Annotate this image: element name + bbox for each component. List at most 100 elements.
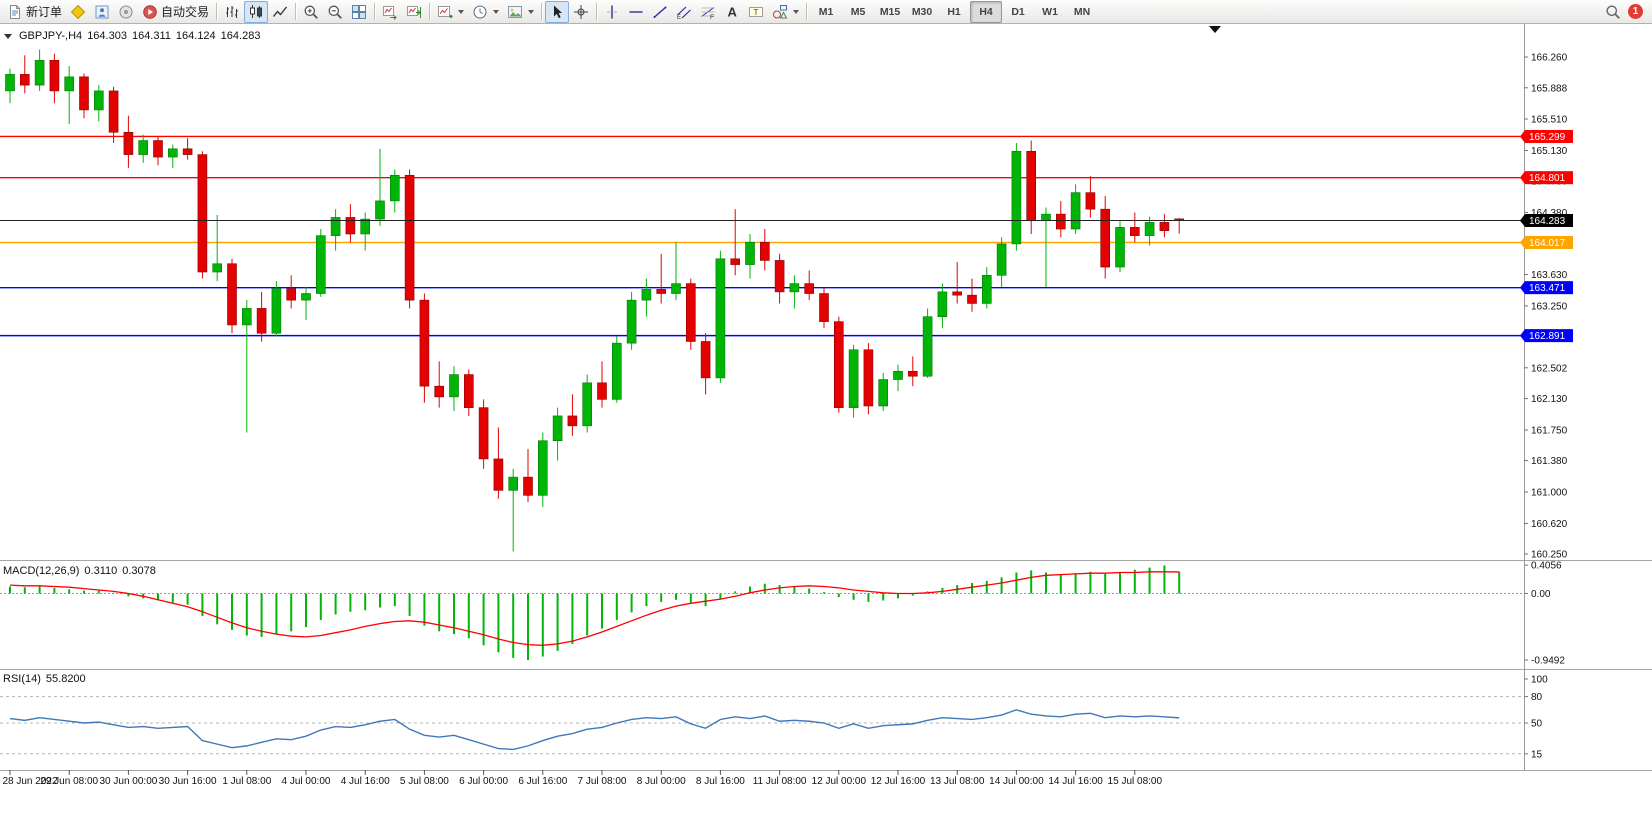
price-axis-label: 161.380 (1531, 456, 1568, 467)
candle (79, 76, 89, 111)
navigator-icon (94, 4, 110, 20)
navigator-button[interactable] (90, 1, 114, 23)
shapes-button[interactable] (768, 1, 803, 23)
candle (685, 283, 696, 342)
toolbar-separator (374, 3, 376, 20)
new-chart-button[interactable] (433, 1, 468, 23)
price-badge-label: 162.891 (1529, 331, 1566, 342)
candle (1144, 222, 1155, 236)
line-chart-button[interactable] (268, 1, 292, 23)
timeframe-w1-button[interactable]: W1 (1042, 5, 1058, 18)
zoom-in-button[interactable] (299, 1, 323, 23)
price-badge (1525, 281, 1573, 295)
candle (123, 131, 134, 155)
candle (789, 283, 800, 293)
notification-badge[interactable]: 1 (1628, 4, 1643, 19)
price-badge (1525, 129, 1573, 143)
toolbar-separator (295, 3, 297, 20)
templates-button[interactable] (503, 1, 538, 23)
search-icon[interactable] (1605, 4, 1621, 20)
chart-shift-button[interactable] (402, 1, 426, 23)
chart-shift-marker[interactable] (1209, 26, 1221, 33)
price-badge-label: 164.283 (1529, 216, 1566, 227)
zoom-out-button[interactable] (323, 1, 347, 23)
timeframe-d1-button[interactable]: D1 (1011, 5, 1025, 18)
timeframe-m1-button[interactable]: M1 (818, 5, 834, 18)
tile-windows-button[interactable] (347, 1, 371, 23)
candle (64, 76, 74, 92)
price-axis-label: 161.000 (1531, 488, 1568, 499)
timeframe-m5-button[interactable]: M5 (850, 5, 866, 18)
price-axis-label: 165.130 (1531, 146, 1568, 157)
price-badge (1525, 213, 1573, 227)
candle (375, 200, 385, 220)
equidistant-channel-icon: E (676, 4, 692, 20)
horizontal-line-button[interactable] (624, 1, 648, 23)
periods-button[interactable] (468, 1, 503, 23)
svg-text:F: F (710, 14, 714, 20)
crosshair-button[interactable] (569, 1, 593, 23)
candle (404, 174, 415, 301)
candle (508, 476, 519, 491)
timeframe-m15-button[interactable]: M15 (879, 5, 901, 18)
dropdown-caret-icon[interactable] (493, 9, 500, 14)
price-axis-label: 166.260 (1531, 53, 1568, 64)
candle (1130, 227, 1140, 236)
metaeditor-button[interactable] (114, 1, 138, 23)
text-button[interactable]: A (720, 1, 744, 23)
price-chart-canvas[interactable]: 166.260165.888165.510165.130164.760164.3… (0, 24, 1652, 831)
candle (1070, 192, 1081, 230)
market-watch-button[interactable] (66, 1, 90, 23)
toolbar-right-cluster: 1 (1605, 4, 1649, 20)
timeframe-m30-button[interactable]: M30 (911, 5, 933, 18)
timeframe-h1-button[interactable]: H1 (947, 5, 961, 18)
price-badge-label: 163.471 (1529, 283, 1566, 294)
price-badge-arrow (1520, 213, 1525, 227)
candle (434, 385, 445, 398)
candle (138, 140, 148, 155)
rsi-axis-label: 80 (1531, 692, 1543, 703)
candle (1085, 192, 1096, 210)
svg-text:T: T (754, 7, 759, 16)
price-axis-label: 160.250 (1531, 550, 1568, 561)
dropdown-caret-icon[interactable] (793, 9, 800, 14)
time-axis-label: 4 Jul 00:00 (282, 776, 331, 787)
price-axis-label: 163.250 (1531, 301, 1568, 312)
fibonacci-button[interactable]: F (696, 1, 720, 23)
candle (168, 148, 178, 158)
candle (833, 321, 844, 408)
periods-icon (472, 4, 488, 20)
equidistant-channel-button[interactable]: E (672, 1, 696, 23)
toolbar-separator (216, 3, 218, 20)
rsi-axis-label: 15 (1531, 749, 1543, 760)
dropdown-caret-icon[interactable] (528, 9, 535, 14)
trendline-button[interactable] (648, 1, 672, 23)
candle (981, 275, 992, 304)
candle (419, 299, 430, 387)
candle (582, 382, 593, 427)
chart-window[interactable]: 166.260165.888165.510165.130164.760164.3… (0, 24, 1652, 831)
dropdown-caret-icon[interactable] (458, 9, 465, 14)
macd-axis-label: 0.4056 (1531, 561, 1562, 572)
text-label-button[interactable]: T (744, 1, 768, 23)
new-order-button[interactable]: 新订单 (3, 1, 66, 23)
auto-trading-button[interactable]: 自动交易 (138, 1, 213, 23)
rsi-line (9, 709, 1180, 751)
crosshair-icon (573, 4, 589, 20)
one-click-trading-toggle-icon[interactable] (4, 33, 12, 39)
timeframe-mn-button[interactable]: MN (1073, 5, 1091, 18)
timeframe-h4-button[interactable]: H4 (970, 0, 1003, 23)
bar-chart-button[interactable] (220, 1, 244, 23)
price-axis-label: 161.750 (1531, 425, 1568, 436)
candle (108, 90, 119, 133)
macd-signal-line (9, 571, 1180, 646)
auto-scroll-button[interactable] (378, 1, 402, 23)
cursor-button[interactable] (545, 0, 570, 23)
price-badge-arrow (1520, 129, 1525, 143)
candle (952, 291, 963, 296)
candle (34, 60, 45, 86)
price-badge (1525, 329, 1573, 343)
vertical-line-button[interactable] (600, 1, 624, 23)
candlestick-chart-button[interactable] (244, 0, 269, 23)
macd-axis-label: 0.00 (1531, 589, 1551, 600)
